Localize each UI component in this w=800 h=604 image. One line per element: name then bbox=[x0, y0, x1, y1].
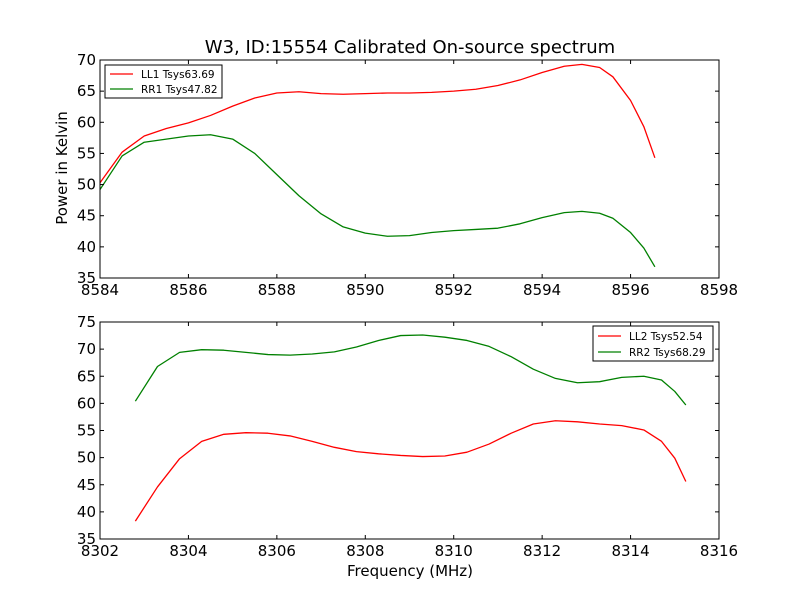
bottom-legend-box bbox=[592, 325, 714, 362]
x-tick-label: 8306 bbox=[258, 542, 296, 560]
y-tick-label: 40 bbox=[77, 503, 96, 521]
y-tick-label: 70 bbox=[77, 51, 96, 69]
series-line-rr1 bbox=[99, 134, 656, 268]
y-tick-label: 50 bbox=[77, 449, 96, 467]
series-line-rr2 bbox=[134, 334, 687, 406]
y-tick-label: 65 bbox=[77, 82, 96, 100]
top-legend-box bbox=[104, 64, 223, 99]
legend-label-rr2: RR2 Tsys68.29 bbox=[629, 347, 706, 359]
y-tick-label: 55 bbox=[77, 144, 96, 162]
x-tick-label: 8594 bbox=[523, 281, 561, 299]
y-tick-label: 75 bbox=[77, 313, 96, 331]
x-tick-label: 8302 bbox=[81, 542, 119, 560]
y-tick-label: 35 bbox=[77, 269, 96, 287]
bottom-y-axis: 35 40 45 50 55 60 65 70 75 bbox=[77, 313, 719, 548]
legend-label-ll2: LL2 Tsys52.54 bbox=[629, 331, 703, 343]
top-plot-area bbox=[99, 63, 656, 268]
bottom-x-axis-label: Frequency (MHz) bbox=[347, 562, 473, 580]
bottom-x-axis: 8302 8304 8306 8308 8310 8312 8314 8316 bbox=[81, 322, 738, 560]
bottom-legend: LL2 Tsys52.54 RR2 Tsys68.29 bbox=[592, 325, 714, 362]
x-tick-label: 8590 bbox=[346, 281, 384, 299]
x-tick-label: 8584 bbox=[81, 281, 119, 299]
y-tick-label: 45 bbox=[77, 476, 96, 494]
top-axes-frame bbox=[99, 59, 720, 279]
y-tick-label: 40 bbox=[77, 238, 96, 256]
x-tick-label: 8312 bbox=[523, 542, 561, 560]
x-tick-label: 8310 bbox=[435, 542, 473, 560]
x-tick-label: 8586 bbox=[169, 281, 207, 299]
x-tick-label: 8596 bbox=[611, 281, 649, 299]
top-y-axis: 35 40 45 50 55 60 65 70 bbox=[77, 51, 719, 287]
series-line-ll1 bbox=[99, 63, 656, 184]
y-tick-label: 50 bbox=[77, 176, 96, 194]
top-x-axis: 8584 8586 8588 8590 8592 8594 8596 8598 bbox=[81, 60, 738, 299]
x-tick-label: 8304 bbox=[169, 542, 207, 560]
top-legend: LL1 Tsys63.69 RR1 Tsys47.82 bbox=[104, 64, 223, 99]
y-tick-label: 70 bbox=[77, 340, 96, 358]
chart-title: W3, ID:15554 Calibrated On-source spectr… bbox=[205, 37, 615, 58]
legend-label-rr1: RR1 Tsys47.82 bbox=[141, 84, 218, 96]
y-tick-label: 45 bbox=[77, 207, 96, 225]
bottom-plot-area bbox=[134, 334, 687, 522]
x-tick-label: 8308 bbox=[346, 542, 384, 560]
x-tick-label: 8598 bbox=[700, 281, 738, 299]
x-tick-label: 8592 bbox=[435, 281, 473, 299]
y-tick-label: 35 bbox=[77, 530, 96, 548]
x-tick-label: 8314 bbox=[611, 542, 649, 560]
y-tick-label: 65 bbox=[77, 367, 96, 385]
legend-label-ll1: LL1 Tsys63.69 bbox=[141, 69, 215, 81]
series-line-ll2 bbox=[134, 420, 687, 522]
y-tick-label: 60 bbox=[77, 394, 96, 412]
y-tick-label: 55 bbox=[77, 422, 96, 440]
x-tick-label: 8316 bbox=[700, 542, 738, 560]
x-tick-label: 8588 bbox=[258, 281, 296, 299]
y-tick-label: 60 bbox=[77, 113, 96, 131]
top-y-axis-label: Power in Kelvin bbox=[53, 111, 71, 225]
top-panel: W3, ID:15554 Calibrated On-source spectr… bbox=[53, 37, 738, 299]
bottom-panel: Frequency (MHz) 8302 8304 8306 8308 8310 8312… bbox=[77, 313, 738, 580]
